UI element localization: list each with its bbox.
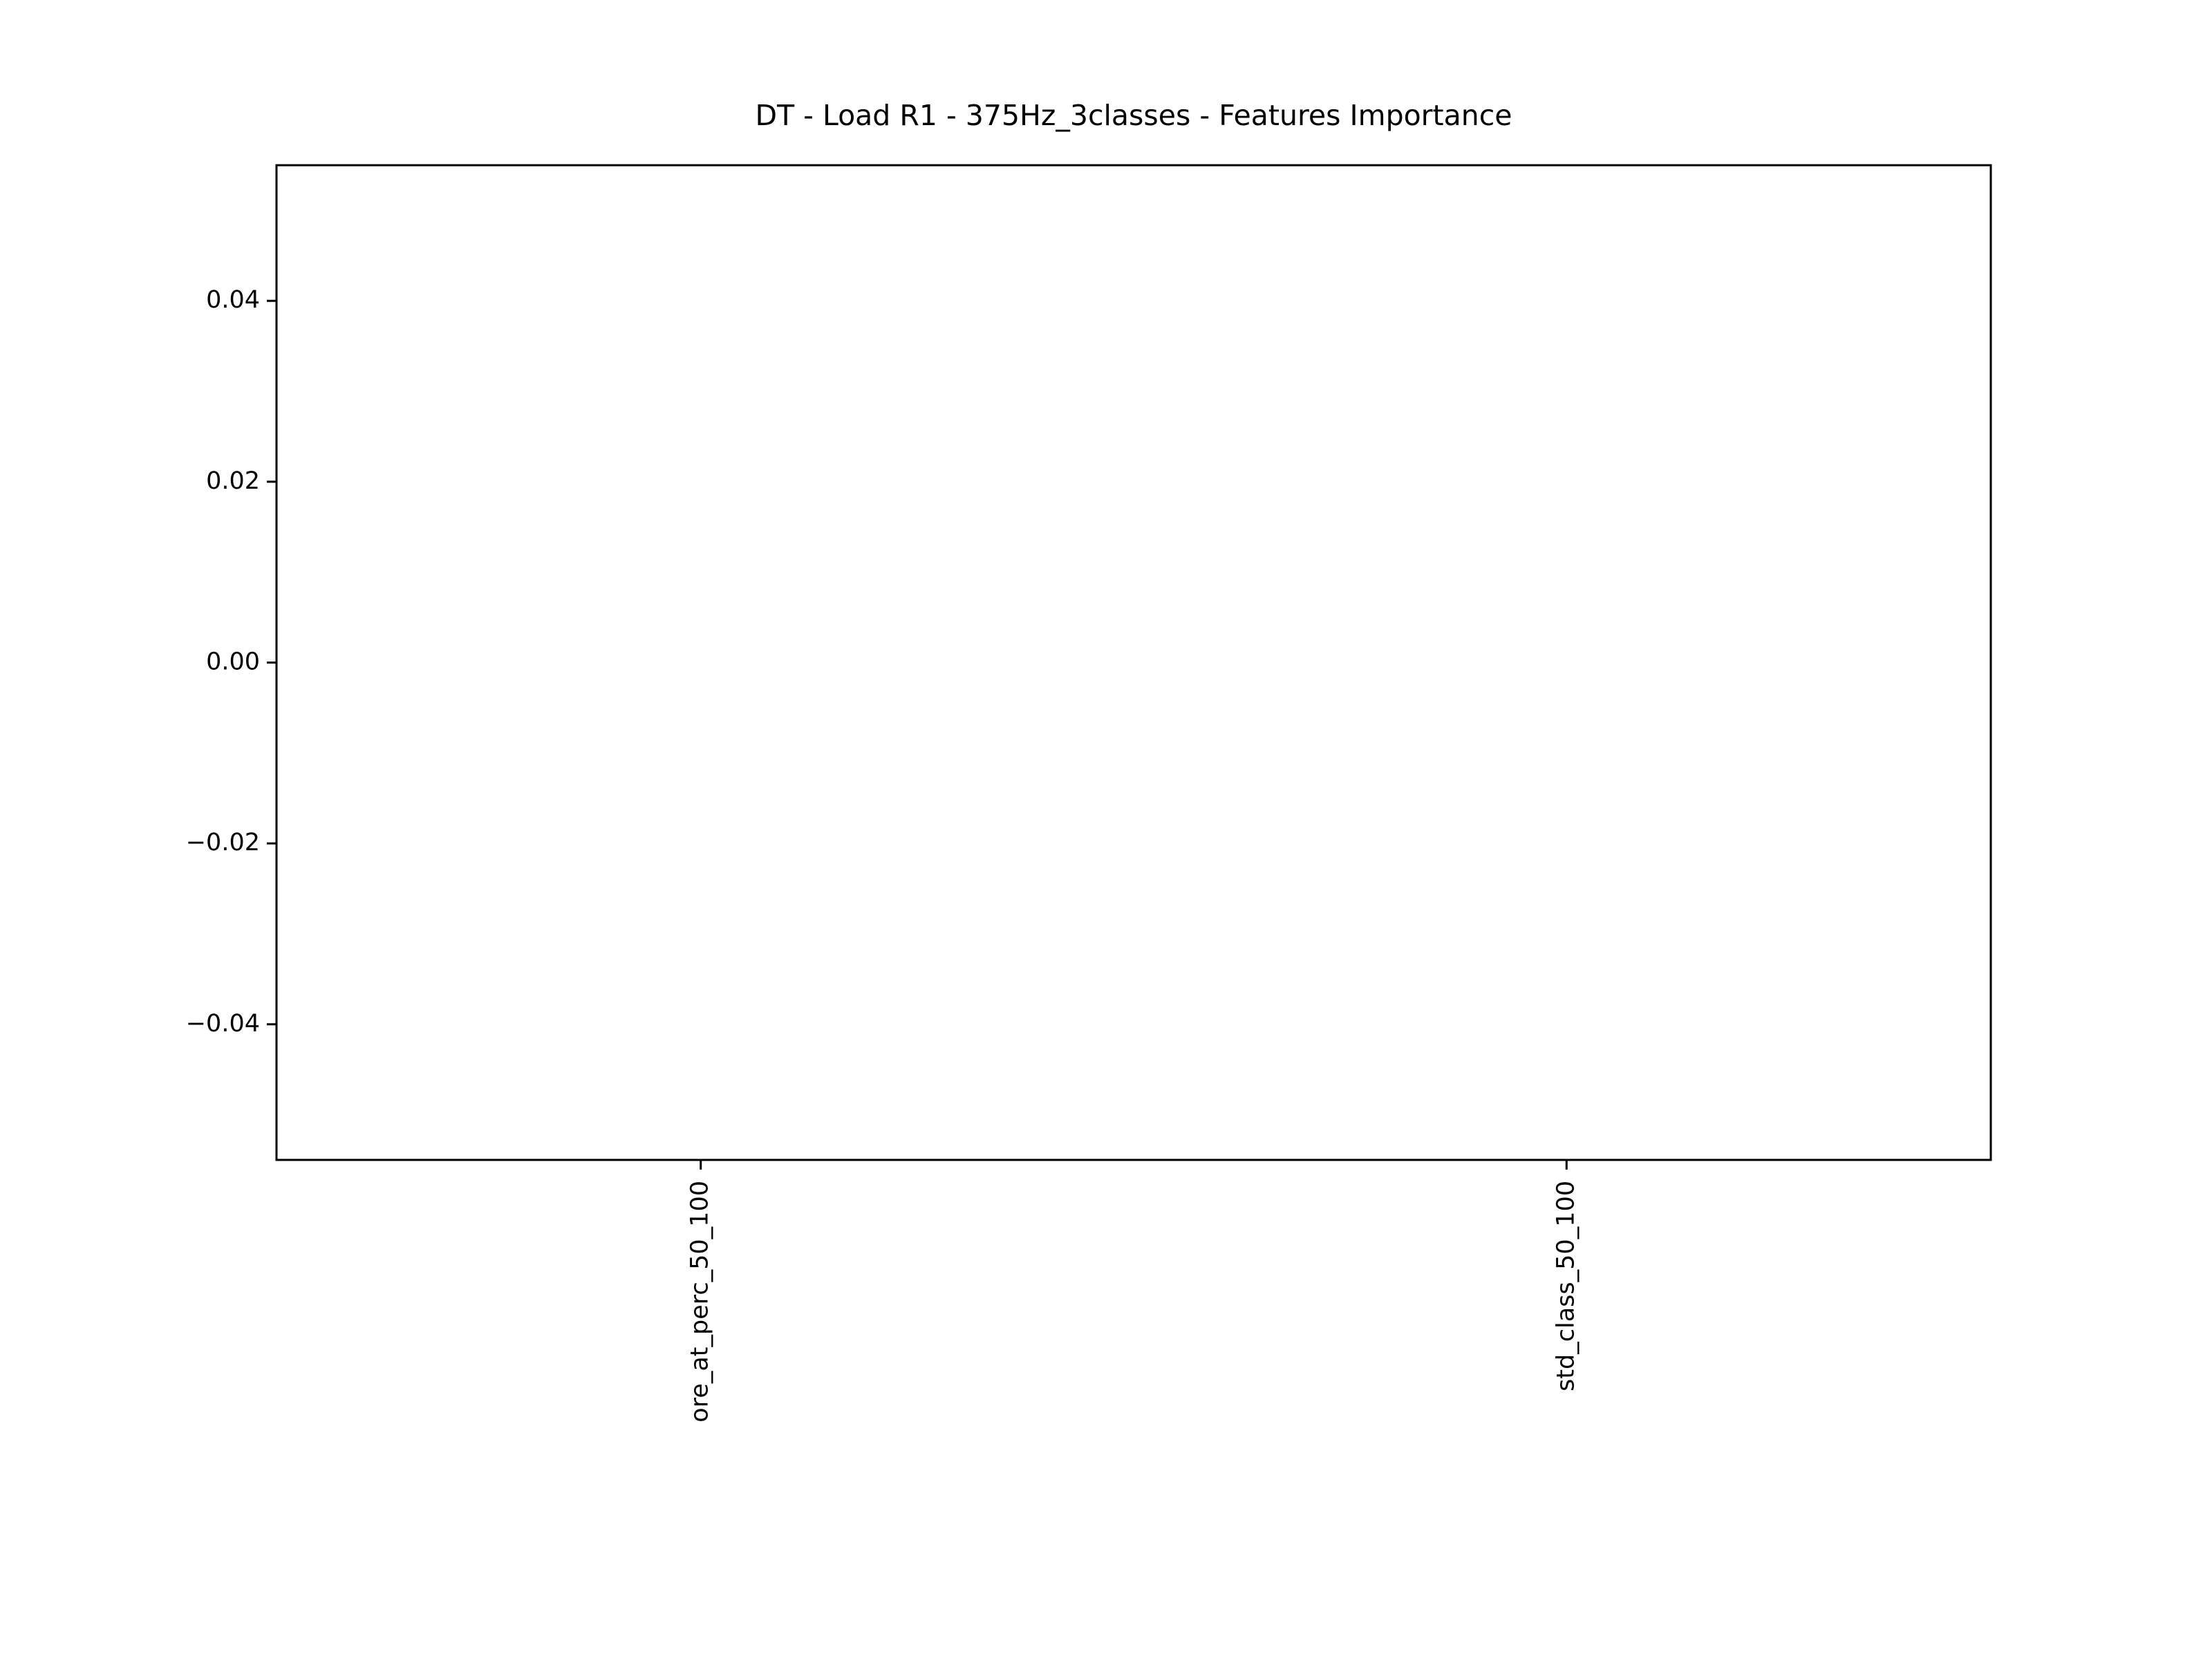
x-tick-label: std_class_50_100 bbox=[1552, 1181, 1580, 1391]
plot-frame bbox=[275, 164, 1992, 1161]
y-tick-label: −0.04 bbox=[186, 1010, 260, 1038]
y-tick-label: 0.02 bbox=[206, 467, 260, 495]
y-tick-label: −0.02 bbox=[186, 829, 260, 856]
y-tick-label: 0.04 bbox=[206, 286, 260, 314]
chart-title: DT - Load R1 - 375Hz_3classes - Features… bbox=[756, 99, 1512, 132]
x-tick-label: ore_at_perc_50_100 bbox=[686, 1181, 714, 1423]
y-tick-label: 0.00 bbox=[206, 648, 260, 676]
